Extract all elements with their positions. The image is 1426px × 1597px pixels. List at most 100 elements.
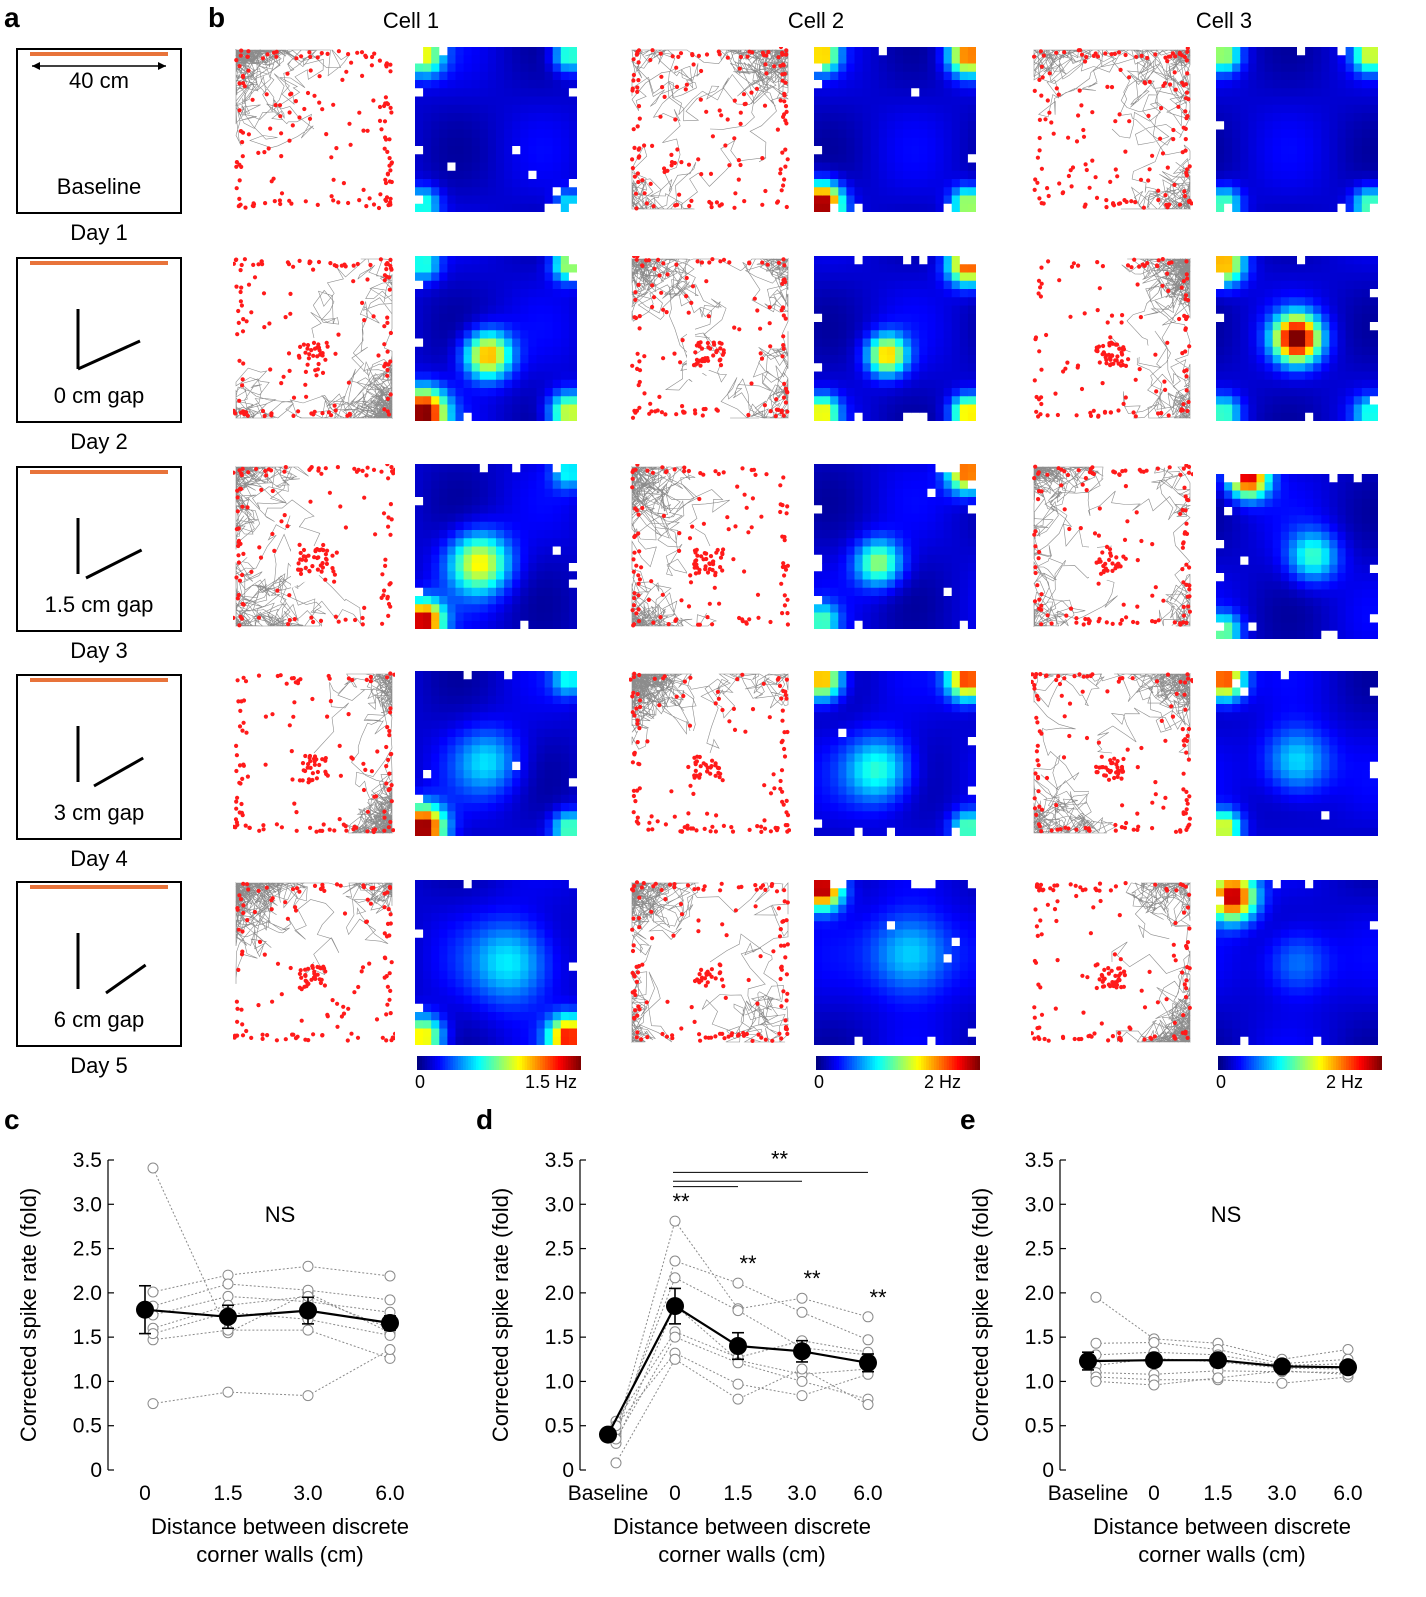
spike-dot bbox=[339, 1014, 344, 1019]
spike-dot bbox=[338, 883, 343, 888]
corner-wall-diagonal bbox=[105, 963, 147, 995]
spike-dot bbox=[695, 259, 700, 264]
rate-bin bbox=[814, 579, 823, 589]
rate-bin bbox=[838, 530, 847, 539]
rate-bin bbox=[846, 695, 855, 705]
rate-bin bbox=[487, 480, 497, 490]
rate-bin bbox=[886, 579, 896, 589]
rate-bin bbox=[919, 488, 928, 498]
rate-bin bbox=[967, 137, 977, 147]
spike-dot bbox=[782, 746, 787, 752]
rate-bin bbox=[415, 322, 424, 331]
rate-bin bbox=[959, 330, 969, 339]
rate-bin bbox=[967, 472, 977, 481]
spike-dot bbox=[320, 565, 325, 570]
spike-dot bbox=[716, 770, 721, 775]
rate-bin bbox=[520, 297, 529, 306]
spike-dot bbox=[691, 363, 697, 368]
rate-bin bbox=[439, 1020, 448, 1029]
rate-bin bbox=[862, 679, 872, 688]
rate-bin bbox=[822, 355, 831, 364]
rate-bin bbox=[463, 55, 473, 64]
rate-bin bbox=[967, 346, 977, 356]
rate-bin bbox=[455, 786, 465, 796]
rate-bin bbox=[886, 794, 896, 804]
rate-bin bbox=[967, 280, 977, 290]
rate-bin bbox=[560, 946, 570, 955]
rate-bin bbox=[903, 388, 912, 397]
rate-bin bbox=[870, 264, 880, 273]
rate-bin bbox=[544, 113, 554, 122]
rate-bin bbox=[455, 1012, 465, 1021]
spike-dot bbox=[697, 496, 702, 502]
spike-dot bbox=[385, 921, 391, 926]
spike-dot bbox=[306, 553, 311, 558]
rate-bin bbox=[471, 979, 481, 988]
spike-dot bbox=[780, 72, 785, 77]
spike-dot bbox=[693, 411, 698, 416]
rate-bin bbox=[544, 363, 554, 372]
rate-bin bbox=[903, 687, 912, 697]
rate-bin bbox=[423, 338, 432, 348]
spike-dot bbox=[287, 368, 292, 373]
rate-bin bbox=[846, 346, 855, 356]
rate-bin bbox=[536, 88, 546, 97]
rate-bin bbox=[903, 579, 912, 589]
rate-bin bbox=[463, 179, 473, 188]
rate-bin bbox=[919, 146, 928, 155]
rate-bin bbox=[423, 819, 432, 829]
rate-bin bbox=[496, 745, 505, 754]
spike-dot bbox=[239, 262, 244, 268]
rate-bin bbox=[911, 113, 920, 122]
rate-bin bbox=[854, 264, 864, 273]
spike-dot bbox=[703, 406, 708, 412]
spike-dot bbox=[664, 310, 669, 315]
spike-dot bbox=[646, 597, 651, 602]
rate-bin bbox=[496, 913, 505, 922]
rate-bin bbox=[439, 745, 448, 754]
spike-dot bbox=[314, 776, 319, 781]
rate-bin bbox=[927, 313, 936, 323]
rate-bin bbox=[471, 179, 481, 188]
rate-bin bbox=[870, 497, 880, 506]
rate-bin bbox=[822, 55, 831, 64]
rate-bin bbox=[822, 786, 831, 796]
spike-dot bbox=[312, 971, 317, 976]
rate-bin bbox=[487, 596, 497, 605]
spike-dot bbox=[249, 569, 254, 574]
rate-bin bbox=[846, 203, 855, 213]
rate-bin bbox=[951, 521, 961, 531]
rate-bin bbox=[935, 571, 945, 580]
rate-bin bbox=[487, 946, 497, 955]
rate-bin bbox=[487, 612, 497, 622]
rate-bin bbox=[447, 472, 456, 481]
rate-bin bbox=[886, 530, 896, 539]
rate-bin bbox=[560, 819, 570, 829]
rate-bin bbox=[463, 712, 473, 721]
rate-bin bbox=[862, 472, 872, 481]
rate-bin bbox=[471, 819, 481, 829]
spike-dot bbox=[644, 201, 649, 206]
rate-bin bbox=[552, 579, 562, 589]
rate-bin bbox=[886, 396, 896, 405]
rate-bin bbox=[903, 297, 912, 306]
rate-bin bbox=[512, 946, 521, 955]
rate-bin bbox=[935, 546, 945, 556]
rate-bin bbox=[822, 162, 831, 172]
rate-bin bbox=[911, 412, 920, 422]
rate-bin bbox=[560, 563, 570, 572]
rate-bin bbox=[967, 187, 977, 196]
rate-bin bbox=[528, 55, 537, 64]
rate-bin bbox=[822, 346, 831, 356]
rate-bin bbox=[439, 313, 448, 323]
rate-bin bbox=[830, 770, 839, 779]
rate-bin bbox=[895, 55, 904, 64]
rate-bin bbox=[528, 937, 537, 947]
rate-bin bbox=[935, 620, 945, 630]
spike-dot bbox=[677, 531, 682, 536]
rate-bin bbox=[520, 1036, 529, 1046]
rate-bin bbox=[830, 170, 839, 180]
rate-bin bbox=[487, 579, 497, 589]
spike-dot bbox=[768, 409, 773, 414]
rate-bin bbox=[544, 880, 554, 889]
